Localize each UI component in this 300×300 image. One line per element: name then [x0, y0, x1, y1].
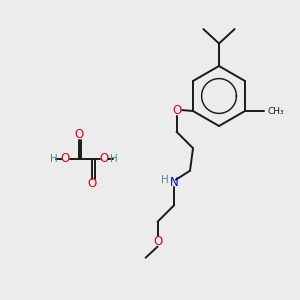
Text: CH₃: CH₃: [268, 106, 284, 116]
Text: O: O: [74, 128, 83, 141]
Text: N: N: [170, 176, 178, 189]
Text: H: H: [110, 154, 118, 164]
Text: O: O: [61, 152, 70, 166]
Text: H: H: [160, 175, 168, 185]
Text: H: H: [50, 154, 58, 164]
Text: O: O: [153, 235, 162, 248]
Text: O: O: [88, 177, 97, 190]
Text: O: O: [99, 152, 108, 166]
Text: O: O: [172, 103, 181, 117]
